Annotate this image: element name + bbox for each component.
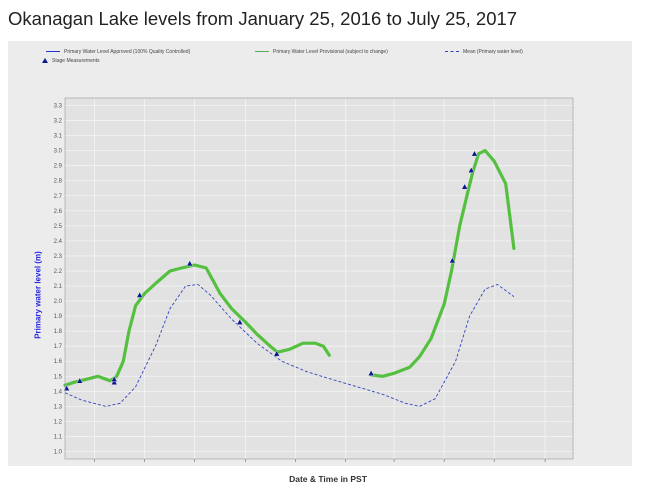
water-level-chart: 1.0 1.1 1.2 1.3 1.4 1.5 1.6 1.7 1.8 1.9 2.0 2.1 2.2 2… (54, 97, 574, 462)
series-lines (63, 149, 516, 407)
y-tick-label: 1.2 (54, 419, 63, 425)
y-tick-label: 1.0 (54, 449, 63, 455)
stage-measurement-marker (110, 375, 118, 382)
legend-label-provisional: Primary Water Level Provisional (subject… (273, 49, 388, 55)
y-tick-label: 1.1 (54, 434, 63, 440)
legend-item-approved: Primary Water Level Approved (100% Quali… (46, 49, 190, 55)
plot-border (64, 97, 574, 460)
stage-measurement-marker (136, 291, 144, 298)
y-tick-label: 1.7 (54, 344, 63, 350)
y-tick-label: 2.5 (54, 224, 63, 230)
y-tick-label: 2.9 (54, 164, 63, 170)
axes: 1.0 1.1 1.2 1.3 1.4 1.5 1.6 1.7 1.8 1.9 2.0 2.1 2.2 2… (54, 97, 574, 462)
y-tick-label: 1.4 (54, 389, 63, 395)
y-tick-label: 3.0 (54, 149, 63, 155)
grid (65, 98, 573, 459)
y-tick-label: 2.7 (54, 194, 63, 200)
y-tick-label: 2.1 (54, 284, 63, 290)
stage-measurement-marker (273, 350, 281, 357)
stage-measurement-marker (467, 166, 475, 173)
stage-measurement-marker (236, 318, 244, 325)
mean-water-level-line (64, 283, 515, 407)
x-axis-title: Date & Time in PST (289, 474, 367, 484)
legend-item-mean: Mean (Primary water level) (445, 49, 523, 55)
y-tick-label: 1.8 (54, 329, 63, 335)
stage-markers (63, 150, 478, 392)
y-tick-label: 1.5 (54, 374, 63, 380)
y-tick-label: 2.3 (54, 254, 63, 260)
legend-label-mean: Mean (Primary water level) (463, 49, 523, 55)
stage-measurement-marker (367, 369, 375, 376)
legend-label-approved: Primary Water Level Approved (100% Quali… (64, 49, 191, 55)
stage-measurement-marker (461, 183, 469, 190)
stage-measurement-marker (471, 150, 478, 157)
legend-swatch-mean (445, 51, 459, 53)
legend-swatch-approved (46, 51, 60, 53)
stage-measurement-marker (110, 378, 118, 385)
provisional-water-level-line (369, 149, 516, 378)
chart-frame: 1.0 1.1 1.2 1.3 1.4 1.5 1.6 1.7 1.8 1.9 2.0 2.1 2.2 2… (8, 41, 632, 484)
y-axis-title: Primary water level (m) (33, 251, 43, 339)
legend-label-stage: Stage Measurements (52, 58, 100, 64)
y-tick-label: 3.3 (54, 104, 63, 110)
y-tick-label: 2.2 (54, 269, 63, 275)
y-tick-label: 1.6 (54, 359, 63, 365)
y-tick-label: 2.4 (54, 239, 63, 245)
stage-measurement-marker (76, 377, 84, 384)
y-tick-label: 3.1 (54, 134, 63, 140)
y-tick-label: 2.0 (54, 299, 63, 305)
y-tick-label: 2.8 (54, 179, 63, 185)
stage-triangle-icon (42, 58, 48, 64)
legend-swatch-provisional (255, 51, 269, 53)
legend-item-provisional: Primary Water Level Provisional (subject… (255, 49, 388, 55)
y-tick-label: 1.9 (54, 314, 63, 320)
stage-measurement-marker (449, 257, 456, 264)
y-tick-label: 1.3 (54, 404, 63, 410)
y-tick-label: 2.6 (54, 209, 63, 215)
y-tick-label: 3.2 (54, 119, 63, 125)
plot-area (65, 98, 573, 459)
page-title: Okanagan Lake levels from January 25, 20… (8, 8, 518, 29)
stage-measurement-marker (186, 260, 194, 267)
provisional-water-level-line (63, 263, 331, 387)
legend-item-stage: Stage Measurements (42, 58, 100, 64)
